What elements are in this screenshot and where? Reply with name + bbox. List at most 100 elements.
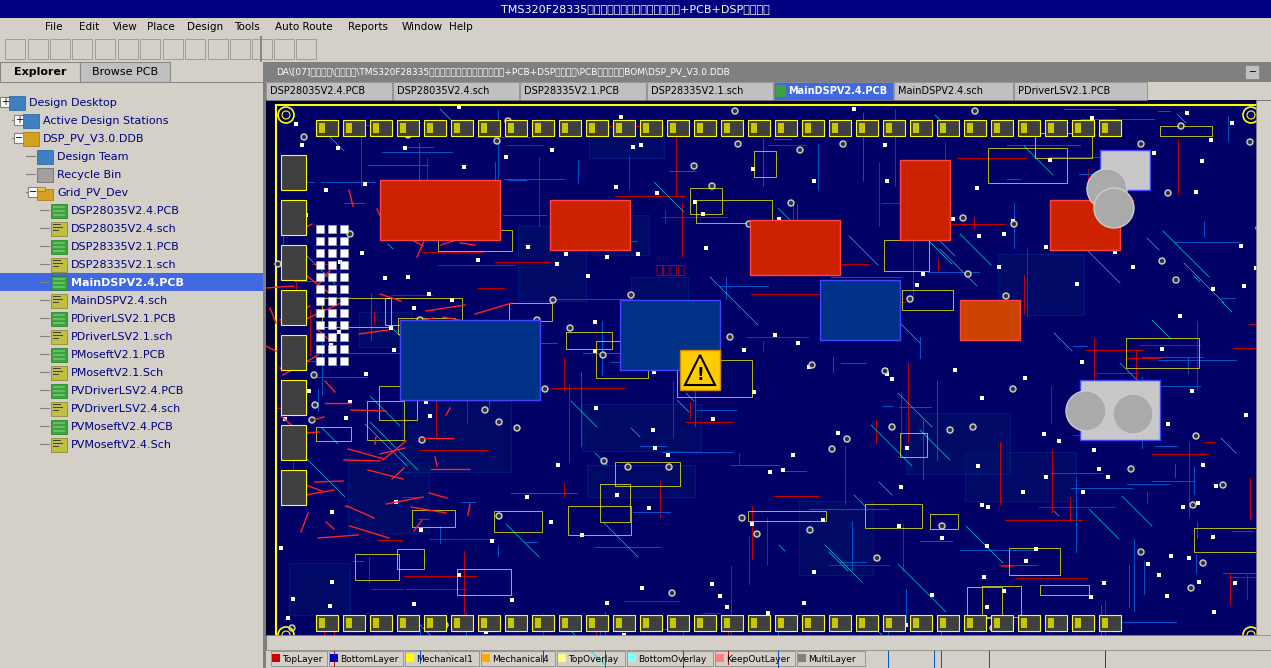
Bar bbox=[304, 213, 308, 217]
Bar bbox=[53, 368, 61, 369]
Bar bbox=[51, 348, 67, 362]
Bar bbox=[1193, 528, 1260, 552]
Bar bbox=[913, 618, 919, 628]
Bar bbox=[1169, 554, 1173, 558]
Bar bbox=[902, 290, 953, 310]
Bar bbox=[289, 563, 350, 615]
Bar bbox=[563, 224, 567, 228]
Circle shape bbox=[567, 325, 573, 331]
Bar bbox=[951, 217, 955, 221]
Bar bbox=[461, 331, 466, 335]
Bar bbox=[341, 273, 348, 281]
Bar bbox=[1045, 120, 1066, 136]
Bar bbox=[520, 82, 646, 100]
Bar bbox=[836, 431, 840, 435]
Circle shape bbox=[421, 438, 423, 442]
Circle shape bbox=[505, 118, 511, 124]
Circle shape bbox=[669, 329, 671, 331]
Text: Design: Design bbox=[188, 22, 224, 32]
Circle shape bbox=[497, 514, 501, 518]
Circle shape bbox=[550, 297, 555, 303]
Text: Grid_PV_Dev: Grid_PV_Dev bbox=[57, 188, 128, 198]
Bar bbox=[807, 365, 811, 369]
Bar bbox=[370, 120, 391, 136]
Bar bbox=[291, 597, 295, 601]
Bar bbox=[986, 505, 990, 509]
Circle shape bbox=[947, 427, 953, 433]
Bar bbox=[1146, 562, 1150, 566]
Bar bbox=[976, 464, 980, 468]
Bar bbox=[1197, 580, 1201, 584]
Bar bbox=[412, 306, 416, 310]
Bar bbox=[937, 615, 960, 631]
Circle shape bbox=[496, 513, 502, 519]
Bar bbox=[766, 611, 770, 615]
Text: Tools: Tools bbox=[235, 22, 261, 32]
Bar bbox=[588, 126, 663, 158]
Bar bbox=[480, 618, 487, 628]
Bar bbox=[51, 276, 67, 290]
Bar bbox=[53, 314, 65, 316]
Bar bbox=[1099, 615, 1121, 631]
Bar bbox=[329, 651, 403, 666]
Bar bbox=[316, 427, 351, 441]
Bar bbox=[397, 549, 425, 569]
Bar bbox=[316, 297, 324, 305]
Circle shape bbox=[1131, 390, 1138, 396]
Bar bbox=[670, 618, 676, 628]
Text: PDriverLSV2.1.PCB: PDriverLSV2.1.PCB bbox=[1018, 86, 1111, 96]
Bar bbox=[53, 394, 65, 396]
Bar bbox=[324, 188, 328, 192]
Bar bbox=[829, 120, 852, 136]
Bar bbox=[754, 151, 777, 177]
Circle shape bbox=[840, 141, 846, 147]
Text: Mechanical1: Mechanical1 bbox=[416, 655, 473, 663]
Circle shape bbox=[1004, 295, 1008, 297]
Text: Explorer: Explorer bbox=[14, 67, 66, 77]
Circle shape bbox=[691, 163, 697, 169]
Bar bbox=[1088, 202, 1092, 206]
Text: KeepOutLayer: KeepOutLayer bbox=[726, 655, 791, 663]
Bar bbox=[316, 120, 338, 136]
Bar bbox=[563, 120, 567, 124]
Bar bbox=[768, 470, 771, 474]
Circle shape bbox=[496, 419, 502, 425]
Bar bbox=[588, 123, 595, 133]
Bar bbox=[562, 123, 568, 133]
Text: Browse PCB: Browse PCB bbox=[92, 67, 158, 77]
Bar bbox=[37, 187, 44, 191]
Circle shape bbox=[313, 373, 315, 377]
Bar bbox=[447, 346, 480, 362]
Bar bbox=[508, 618, 513, 628]
Bar bbox=[276, 105, 1261, 645]
Circle shape bbox=[494, 138, 500, 144]
Bar bbox=[1190, 389, 1193, 393]
Bar bbox=[5, 39, 25, 59]
Bar bbox=[355, 554, 399, 580]
Bar bbox=[967, 587, 1002, 618]
Circle shape bbox=[1138, 549, 1144, 555]
Bar bbox=[1233, 581, 1237, 585]
Bar bbox=[427, 123, 433, 133]
Bar bbox=[605, 601, 609, 605]
Bar bbox=[51, 204, 67, 218]
Bar bbox=[383, 276, 386, 280]
Text: Mechanical4: Mechanical4 bbox=[492, 655, 549, 663]
Bar bbox=[405, 654, 414, 662]
Bar bbox=[316, 309, 324, 317]
Circle shape bbox=[623, 218, 625, 220]
Circle shape bbox=[1013, 222, 1016, 226]
Bar bbox=[694, 615, 716, 631]
Text: PVMoseftV2.4.Sch: PVMoseftV2.4.Sch bbox=[71, 440, 172, 450]
Circle shape bbox=[876, 556, 878, 560]
Bar bbox=[1049, 123, 1054, 133]
Circle shape bbox=[1256, 225, 1262, 231]
Bar bbox=[666, 453, 670, 457]
Circle shape bbox=[909, 297, 911, 301]
Circle shape bbox=[736, 142, 740, 146]
Bar bbox=[330, 654, 338, 662]
Bar bbox=[1089, 595, 1093, 599]
Bar bbox=[680, 350, 719, 390]
Bar bbox=[580, 533, 583, 537]
Bar bbox=[988, 148, 1066, 183]
